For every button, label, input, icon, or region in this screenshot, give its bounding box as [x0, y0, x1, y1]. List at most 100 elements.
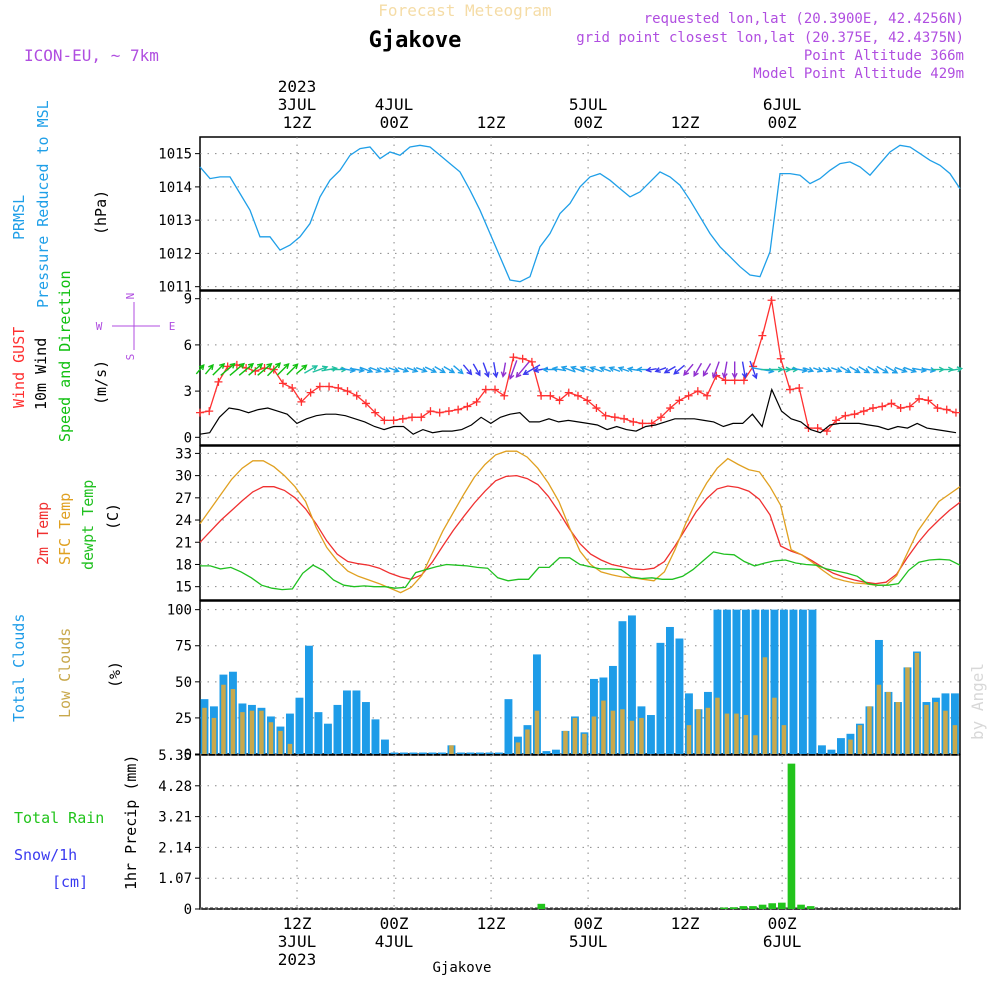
wind-arrow-head [673, 368, 680, 375]
gust-marker [306, 388, 315, 397]
low-cloud-bar [278, 730, 283, 754]
wind-arrow [508, 360, 518, 381]
total-clouds-label: Total Clouds [10, 614, 28, 722]
wind-arrow-head [645, 366, 652, 373]
wind-arrow-shaft [664, 365, 676, 374]
total-cloud-bar [333, 704, 342, 754]
wind-arrow [636, 366, 648, 373]
chart-title: Forecast Meteogram [378, 1, 551, 20]
wind-arrow-head [484, 371, 490, 378]
compass-n: N [124, 293, 137, 300]
total-cloud-bar [324, 723, 332, 754]
wind-arrow [321, 365, 339, 372]
y-tick-label: 9 [184, 292, 192, 308]
top-time-label: 00Z [380, 113, 409, 132]
wind-arrow [500, 362, 507, 378]
total-cloud-bar [837, 738, 845, 754]
wind-arrow-shaft [903, 366, 916, 373]
wind-arrow [349, 367, 366, 374]
wind-arrow-shaft [600, 366, 612, 373]
gust-marker [288, 384, 297, 393]
wind-arrow-shaft [321, 367, 337, 372]
model-altitude: Model Point Altitude 429m [753, 66, 964, 82]
wind-arrow [220, 362, 236, 376]
wind-arrow-shaft [220, 363, 236, 376]
wind-arrow-head [301, 364, 308, 371]
low-clouds-label: Low Clouds [56, 628, 74, 718]
total-cloud-bar [390, 752, 399, 754]
total-cloud-bar [799, 609, 807, 754]
wind-arrow-head [589, 366, 596, 372]
total-cloud-bar [352, 690, 361, 754]
low-cloud-bar [268, 722, 274, 754]
panel4-labels: Total Clouds Low Clouds (%) [10, 614, 124, 722]
gust-marker [739, 376, 748, 385]
temp2m-label: 2m Temp [34, 502, 52, 565]
total-cloud-bar [685, 693, 693, 754]
wind-arrow [267, 362, 282, 377]
bottom-time-label: 00Z [768, 914, 797, 933]
total-cloud-bar [713, 609, 722, 754]
wind-arrow-shaft [369, 366, 381, 373]
rain-bar [537, 903, 546, 909]
y-tick-label: 1013 [158, 213, 192, 229]
ms-unit: (m/s) [92, 360, 110, 405]
gust-marker [850, 410, 859, 419]
low-cloud-bar [639, 717, 644, 754]
total-cloud-bar [647, 715, 655, 754]
gust-marker [933, 404, 942, 413]
wind-arrow-shaft [397, 367, 409, 373]
total-cloud-bar [732, 609, 741, 754]
pressure-line [199, 144, 961, 283]
wind-arrow-head [608, 366, 615, 372]
gust-marker [878, 402, 887, 411]
wind-arrow-head [448, 367, 456, 374]
total-cloud-bar [818, 745, 826, 754]
low-cloud-bar [230, 689, 236, 754]
bottom-time-label: 2023 [278, 950, 317, 969]
wind-arrow-head [752, 373, 758, 380]
y-tick-label: 33 [175, 446, 192, 462]
gust-marker [278, 379, 287, 388]
low-cloud-bar [211, 717, 217, 754]
panel-1-frame [199, 136, 961, 291]
wind-arrow-head [375, 367, 382, 373]
wind-arrow-shaft [406, 367, 418, 373]
gust-marker [666, 404, 675, 413]
gust-marker [398, 414, 407, 423]
gust-marker [915, 394, 924, 403]
gust-marker [352, 391, 361, 400]
low-cloud-bar [202, 707, 207, 754]
wind-arrow-shaft [921, 367, 935, 372]
wind-arrow-shaft [683, 363, 694, 376]
wind-arrow-head [801, 367, 809, 374]
total-cloud-bar [305, 645, 313, 754]
y-tick-label: 1015 [158, 147, 192, 163]
wind-arrow-shaft [867, 365, 879, 374]
wind-arrow-head [835, 367, 843, 373]
panel5-labels: Total Rain Snow/1h [cm] 1hr Precip (mm) [14, 755, 140, 891]
wind-arrow-shaft [813, 367, 823, 372]
wind-arrow [453, 365, 464, 375]
total-cloud-bar [618, 621, 627, 754]
total-cloud-bar [675, 638, 684, 754]
wind-arrow [885, 365, 899, 374]
total-cloud-bar [485, 752, 494, 754]
dewpt-line [200, 551, 961, 591]
gust-marker [334, 384, 343, 393]
low-cloud-bar [582, 733, 587, 754]
wind-arrow-shaft [304, 365, 318, 374]
total-cloud-bar [343, 690, 351, 754]
wind-arrow [849, 366, 861, 374]
gust-marker [417, 413, 426, 422]
wind-arrow [472, 363, 481, 377]
wind-arrow-shaft [248, 363, 263, 376]
wind-speed-line [199, 387, 957, 435]
wind-arrow-head [198, 364, 205, 371]
wind-arrow [822, 366, 833, 373]
wind-arrow [415, 367, 428, 373]
wind-arrow [673, 364, 685, 375]
gust-marker [435, 408, 444, 417]
gust-marker [444, 407, 453, 416]
low-cloud-bar [762, 657, 768, 754]
